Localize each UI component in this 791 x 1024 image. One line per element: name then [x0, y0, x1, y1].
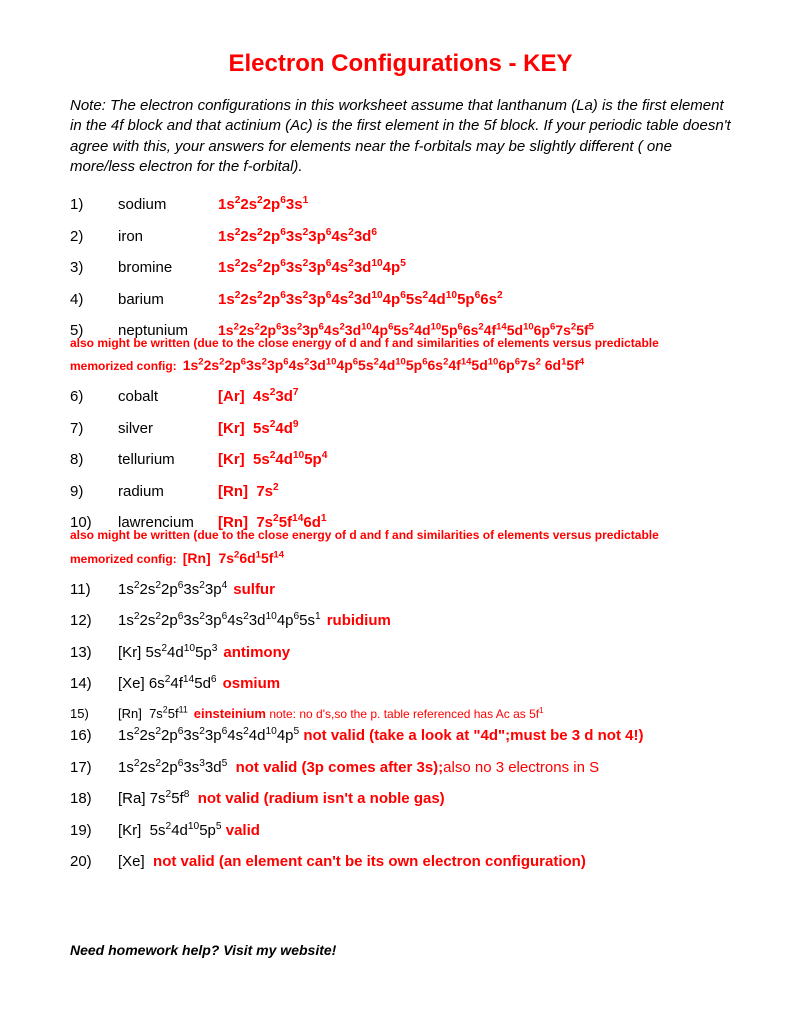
- electron-config: 1s22s22p63s1: [218, 195, 308, 215]
- element-name: radium: [118, 482, 218, 502]
- electron-config: [Kr] 5s24d9: [218, 419, 299, 439]
- given-config: [Rn] 7s25f11: [118, 706, 188, 723]
- question-number: 2): [70, 227, 118, 247]
- given-config: 1s22s22p63s33d5: [118, 758, 227, 778]
- given-config: [Xe]: [118, 852, 145, 872]
- question-row: 18) [Ra] 7s25f8 not valid (radium isn't …: [70, 789, 731, 809]
- alt-electron-config: [Rn] 7s26d15f14: [183, 550, 284, 566]
- worksheet-page: Electron Configurations - KEY Note: The …: [0, 0, 791, 998]
- question-row: 19) [Kr] 5s24d105p5 valid: [70, 821, 731, 841]
- question-row: 4) barium 1s22s22p63s23p64s23d104p65s24d…: [70, 290, 731, 310]
- alt-config-lead: memorized config:: [70, 359, 177, 373]
- validity-comment: not valid (take a look at "4d";must be 3…: [299, 726, 643, 746]
- electron-config: [Kr] 5s24d105p4: [218, 450, 327, 470]
- question-row: 15) [Rn] 7s25f11 einsteinium note: no d'…: [70, 706, 731, 723]
- given-config: [Ra] 7s25f8: [118, 789, 189, 809]
- question-number: 18): [70, 789, 118, 809]
- question-number: 7): [70, 419, 118, 439]
- answer-element-name: sulfur: [233, 580, 275, 600]
- given-config: 1s22s22p63s23p64s24d104p5: [118, 726, 299, 746]
- electron-config: [Ar] 4s23d7: [218, 387, 299, 407]
- electron-config: [Rn] 7s2: [218, 482, 279, 502]
- question-number: 13): [70, 643, 118, 663]
- validity-comment: not valid (3p comes after 3s);: [227, 758, 443, 778]
- alt-config-lead: memorized config:: [70, 552, 177, 566]
- question-row: 17) 1s22s22p63s33d5 not valid (3p comes …: [70, 758, 731, 778]
- element-name: silver: [118, 419, 218, 439]
- question-row: 8) tellurium [Kr] 5s24d105p4: [70, 450, 731, 470]
- question-row: 11) 1s22s22p63s23p4 sulfur: [70, 580, 731, 600]
- question-row: 9) radium [Rn] 7s2: [70, 482, 731, 502]
- question-number: 19): [70, 821, 118, 841]
- page-title: Electron Configurations - KEY: [70, 50, 731, 78]
- answer-note: note: no d's,so the p. table referenced …: [266, 707, 544, 723]
- question-number: 15): [70, 706, 118, 723]
- element-name: tellurium: [118, 450, 218, 470]
- answer-element-name: rubidium: [327, 611, 391, 631]
- answer-element-name: einsteinium: [194, 706, 266, 723]
- validity-comment-extra: also no 3 electrons in S: [443, 758, 599, 778]
- element-name: barium: [118, 290, 218, 310]
- alt-config-row: memorized config: [Rn] 7s26d15f14: [70, 550, 731, 566]
- alt-electron-config: 1s22s22p63s23p64s23d104p65s24d105p66s24f…: [183, 357, 584, 373]
- validity-comment: not valid (radium isn't a noble gas): [189, 789, 444, 809]
- question-number: 8): [70, 450, 118, 470]
- question-number: 12): [70, 611, 118, 631]
- alt-config-row: memorized config: 1s22s22p63s23p64s23d10…: [70, 357, 731, 373]
- given-config: 1s22s22p63s23p4: [118, 580, 227, 600]
- element-name: iron: [118, 227, 218, 247]
- answer-element-name: osmium: [223, 674, 281, 694]
- question-number: 20): [70, 852, 118, 872]
- question-number: 1): [70, 195, 118, 215]
- question-row: 7) silver [Kr] 5s24d9: [70, 419, 731, 439]
- question-row: 12) 1s22s22p63s23p64s23d104p65s1 rubidiu…: [70, 611, 731, 631]
- question-number: 17): [70, 758, 118, 778]
- given-config: 1s22s22p63s23p64s23d104p65s1: [118, 611, 321, 631]
- given-config: [Kr] 5s24d105p5: [118, 821, 222, 841]
- alt-note: also might be written (due to the close …: [70, 527, 731, 544]
- question-row: 2) iron 1s22s22p63s23p64s23d6: [70, 227, 731, 247]
- element-name: cobalt: [118, 387, 218, 407]
- question-number: 9): [70, 482, 118, 502]
- question-row: 1) sodium 1s22s22p63s1: [70, 195, 731, 215]
- footer-note: Need homework help? Visit my website!: [70, 942, 731, 958]
- question-number: 3): [70, 258, 118, 278]
- question-row: 6) cobalt [Ar] 4s23d7: [70, 387, 731, 407]
- question-row: 16) 1s22s22p63s23p64s24d104p5 not valid …: [70, 726, 731, 746]
- question-number: 16): [70, 726, 118, 746]
- question-row: 14) [Xe] 6s24f145d6 osmium: [70, 674, 731, 694]
- alt-note: also might be written (due to the close …: [70, 335, 731, 352]
- question-number: 6): [70, 387, 118, 407]
- validity-comment: valid: [222, 821, 260, 841]
- answer-element-name: antimony: [223, 643, 290, 663]
- electron-config: 1s22s22p63s23p64s23d6: [218, 227, 377, 247]
- question-row: 20) [Xe] not valid (an element can't be …: [70, 852, 731, 872]
- electron-config: 1s22s22p63s23p64s23d104p5: [218, 258, 406, 278]
- validity-comment: not valid (an element can't be its own e…: [145, 852, 586, 872]
- question-row: 13) [Kr] 5s24d105p3 antimony: [70, 643, 731, 663]
- element-name: bromine: [118, 258, 218, 278]
- question-number: 14): [70, 674, 118, 694]
- question-row: 3) bromine 1s22s22p63s23p64s23d104p5: [70, 258, 731, 278]
- element-name: sodium: [118, 195, 218, 215]
- question-number: 11): [70, 580, 118, 600]
- intro-note: Note: The electron configurations in thi…: [70, 96, 731, 177]
- question-number: 4): [70, 290, 118, 310]
- given-config: [Xe] 6s24f145d6: [118, 674, 217, 694]
- electron-config: 1s22s22p63s23p64s23d104p65s24d105p66s2: [218, 290, 503, 310]
- given-config: [Kr] 5s24d105p3: [118, 643, 217, 663]
